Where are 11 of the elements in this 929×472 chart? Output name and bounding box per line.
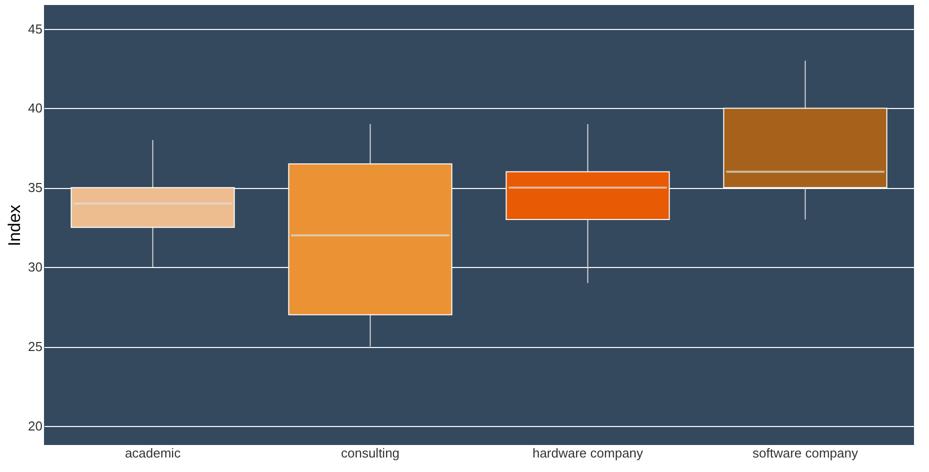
x-tick-label: consulting [340, 446, 400, 460]
x-tick-label: hardware company [532, 446, 644, 460]
x-tick-label: academic [124, 446, 182, 460]
y-tick-label: 45 [28, 21, 42, 36]
y-tick-label: 20 [28, 418, 42, 434]
y-tick-label: 30 [28, 260, 42, 275]
y-tick-label: 25 [28, 339, 42, 354]
y-tick-label: 40 [28, 100, 42, 116]
y-axis-title: Index [5, 204, 24, 246]
y-tick-label: 35 [28, 180, 42, 196]
x-tick-label: software company [752, 446, 858, 460]
